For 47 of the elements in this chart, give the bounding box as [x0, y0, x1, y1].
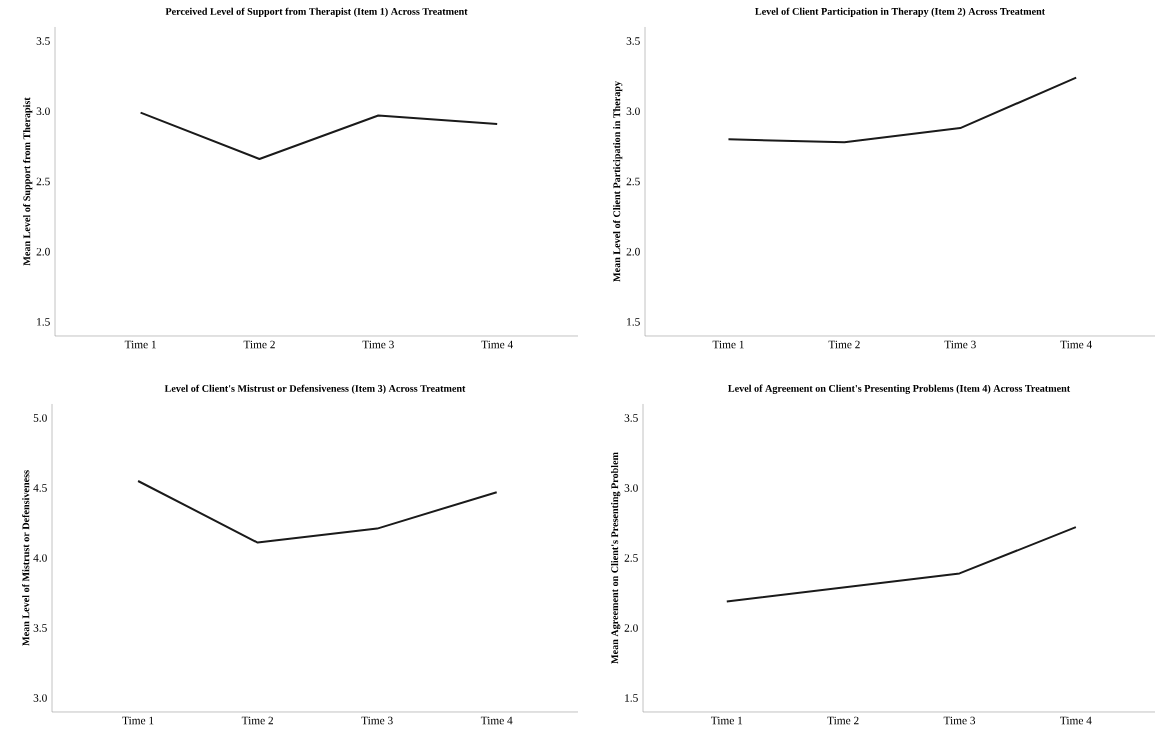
y-axis-title: Mean Level of Mistrust or Defensiveness [22, 470, 30, 646]
x-tick-label: Time 2 [243, 340, 275, 349]
line-series [727, 76, 1078, 144]
chart-title: Perceived Level of Support from Therapist (Item 1) Across Treatment [165, 7, 468, 17]
y-tick-label: 2.5 [626, 177, 640, 186]
chart-title: Level of Agreement on Client's Presenting Problems (Item 4) Across Treatment [728, 384, 1071, 394]
y-tick-label: 3.5 [33, 624, 47, 632]
y-tick-label: 3.5 [624, 414, 638, 422]
x-tick-label: Time 1 [712, 340, 744, 349]
x-tick-label: Time 3 [943, 716, 976, 725]
chart-title: Level of Client's Mistrust or Defensiveness (Item 3) Across Treatment [164, 384, 466, 394]
x-tick-label: Time 1 [710, 716, 743, 725]
y-axis-title: Mean Agreement on Client's Presenting Problem [611, 452, 621, 664]
x-tick-label: Time 2 [828, 340, 860, 349]
y-tick-label: 2.0 [626, 247, 640, 256]
y-tick-label: 1.5 [627, 318, 640, 326]
y-tick-label: 4.0 [33, 554, 47, 562]
y-tick-label: 3.0 [624, 484, 638, 492]
y-tick-label: 3.0 [36, 107, 50, 116]
x-tick-label: Time 4 [1060, 716, 1092, 725]
y-tick-label: 3.0 [33, 694, 47, 702]
y-tick-label: 2.5 [36, 177, 50, 186]
chart-title: Level of Client Participation in Therapy (Item 2) Across Treatment [755, 7, 1046, 17]
x-tick-label: Time 4 [481, 340, 514, 349]
y-tick-label: 1.5 [37, 318, 50, 326]
x-tick-label: Time 3 [362, 340, 394, 349]
y-tick-label: 3.5 [36, 37, 50, 45]
x-tick-label: Time 3 [361, 716, 393, 725]
y-axis-title: Mean Level of Support from Therapist [23, 97, 33, 266]
line-series [137, 479, 498, 544]
y-tick-label: 1.5 [625, 694, 638, 702]
x-tick-label: Time 3 [944, 340, 976, 349]
y-tick-label: 2.5 [624, 554, 638, 562]
y-tick-label: 5.0 [33, 414, 47, 422]
x-tick-label: Time 2 [827, 716, 859, 725]
x-tick-label: Time 4 [1060, 340, 1093, 349]
y-tick-label: 4.5 [33, 484, 47, 492]
x-tick-label: Time 1 [122, 716, 154, 725]
y-tick-label: 3.0 [626, 107, 640, 116]
y-tick-label: 3.5 [626, 37, 640, 45]
y-tick-label: 2.0 [624, 624, 638, 632]
x-tick-label: Time 4 [480, 716, 513, 725]
y-axis-title: Mean Level of Client Participation in Therapy [612, 81, 623, 282]
y-tick-label: 2.0 [36, 247, 50, 256]
x-tick-label: Time 1 [124, 340, 156, 349]
line-series [139, 111, 499, 161]
x-tick-label: Time 2 [241, 716, 273, 725]
